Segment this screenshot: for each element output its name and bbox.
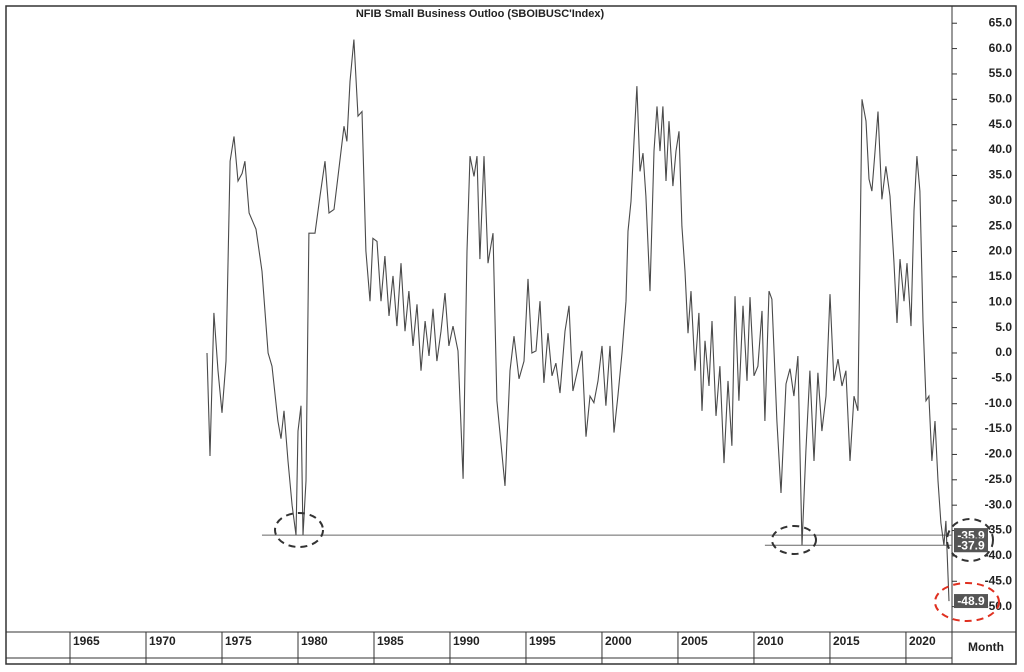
x-axis-label: Month (968, 640, 1004, 654)
frame (5, 5, 1017, 665)
y-tick-label: 35.0 (989, 168, 1013, 182)
x-tick-label: 1995 (529, 634, 556, 648)
y-tick-label: 0.0 (995, 345, 1012, 359)
x-tick-label: 2005 (681, 634, 708, 648)
value-tag-label: -48.9 (957, 594, 985, 608)
x-tick-label: 1970 (149, 634, 176, 648)
y-tick-label: 55.0 (989, 66, 1013, 80)
y-tick-label: -20.0 (985, 447, 1013, 461)
y-tick-label: -10.0 (985, 396, 1013, 410)
y-tick-label: 5.0 (995, 320, 1012, 334)
value-tag-label: -37.9 (957, 538, 985, 552)
x-tick-label: 2020 (909, 634, 936, 648)
y-tick-label: 50.0 (989, 91, 1013, 105)
y-tick-label: -45.0 (985, 573, 1013, 587)
x-tick-label: 1975 (225, 634, 252, 648)
y-tick-label: 20.0 (989, 244, 1013, 258)
y-tick-label: -5.0 (991, 371, 1012, 385)
x-tick-label: 2000 (605, 634, 632, 648)
chart-title: NFIB Small Business Outloo (SBOIBUSC'Ind… (356, 8, 605, 20)
value-tag (954, 538, 988, 553)
highlight-circle (946, 518, 994, 562)
y-tick-label: 65.0 (989, 15, 1013, 29)
highlight-circle (934, 582, 1000, 622)
y-tick-label: -40.0 (985, 548, 1013, 562)
y-tick-label: -30.0 (985, 497, 1013, 511)
x-tick-label: 1990 (453, 634, 480, 648)
x-tick-label: 2015 (833, 634, 860, 648)
x-tick-label: 1965 (73, 634, 100, 648)
highlight-circle (771, 525, 817, 555)
y-tick-label: 15.0 (989, 269, 1013, 283)
x-tick-label: 2010 (757, 634, 784, 648)
x-tick-label: 1985 (377, 634, 404, 648)
y-tick-label: -35.0 (985, 523, 1013, 537)
y-tick-label: -15.0 (985, 421, 1013, 435)
y-tick-label: 45.0 (989, 117, 1013, 131)
y-tick-label: 60.0 (989, 41, 1013, 55)
value-tag (954, 594, 988, 609)
data-line (206, 39, 950, 602)
y-tick-label: 30.0 (989, 193, 1013, 207)
y-tick-label: 25.0 (989, 218, 1013, 232)
x-tick-label: 1980 (301, 634, 328, 648)
y-tick-label: -25.0 (985, 472, 1013, 486)
y-tick-label: 40.0 (989, 142, 1013, 156)
highlight-circle (274, 512, 324, 548)
y-tick-label: 10.0 (989, 294, 1013, 308)
